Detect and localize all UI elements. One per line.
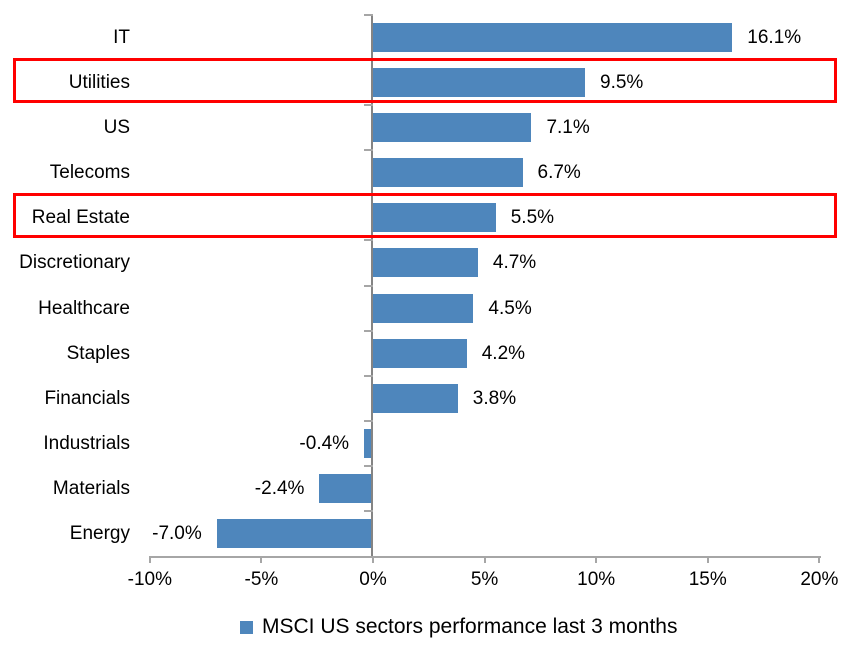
x-tick-mark	[260, 556, 263, 563]
category-tick-mark	[364, 509, 373, 512]
bar	[373, 338, 467, 368]
bar	[373, 293, 474, 323]
category-tick-mark	[364, 374, 373, 377]
x-tick-label: -10%	[127, 569, 172, 590]
bar	[373, 203, 496, 233]
category-tick-mark	[364, 464, 373, 467]
category-label: Utilities	[68, 72, 130, 94]
value-label: 4.2%	[481, 342, 526, 364]
category-label: Staples	[66, 342, 130, 364]
x-tick-mark	[483, 556, 486, 563]
category-label: Industrials	[43, 432, 130, 454]
category-label: Financials	[44, 387, 130, 409]
highlight-box-real-estate	[13, 193, 837, 239]
legend: MSCI US sectors performance last 3 month…	[240, 615, 677, 639]
category-label: Telecoms	[49, 162, 130, 184]
x-tick-mark	[372, 556, 374, 563]
category-tick-mark	[364, 239, 373, 242]
value-label: -0.4%	[299, 432, 350, 454]
highlight-box-utilities	[13, 58, 837, 104]
value-label: 6.7%	[537, 162, 581, 184]
value-label: 9.5%	[600, 72, 644, 94]
bar	[373, 68, 585, 98]
x-tick-mark	[148, 556, 151, 563]
value-label: 4.5%	[488, 297, 532, 319]
category-label: IT	[113, 27, 130, 48]
x-tick-mark	[595, 556, 598, 563]
category-label: Materials	[52, 477, 130, 499]
value-label: 5.5%	[510, 207, 555, 229]
bar	[319, 473, 373, 503]
category-tick-mark	[364, 329, 373, 332]
category-label: Healthcare	[38, 297, 130, 319]
bar	[364, 428, 373, 458]
category-label: US	[103, 117, 130, 139]
x-tick-label: 15%	[688, 569, 727, 590]
category-tick-mark	[364, 419, 373, 422]
category-tick-mark	[364, 149, 373, 152]
category-tick-mark	[364, 104, 373, 107]
bar	[373, 248, 478, 278]
category-label: Energy	[69, 522, 130, 544]
bar	[373, 113, 532, 143]
x-tick-label: -5%	[244, 569, 279, 590]
value-label: 16.1%	[747, 27, 802, 48]
category-label: Real Estate	[31, 207, 130, 229]
category-tick-mark	[364, 14, 373, 16]
x-tick-mark	[818, 556, 821, 563]
legend-label: MSCI US sectors performance last 3 month…	[262, 615, 678, 638]
bar	[373, 23, 733, 53]
value-label: 4.7%	[492, 252, 537, 274]
x-tick-label: 5%	[470, 569, 499, 590]
x-tick-mark	[706, 556, 709, 563]
value-label: -7.0%	[152, 522, 202, 544]
x-tick-label: 10%	[577, 569, 616, 590]
legend-marker-icon	[240, 620, 253, 634]
category-tick-mark	[364, 284, 373, 287]
bar	[216, 518, 373, 548]
x-tick-label: 20%	[800, 569, 839, 590]
x-tick-label: 0%	[359, 569, 387, 590]
value-label: -2.4%	[254, 477, 305, 499]
value-label: 3.8%	[472, 387, 517, 409]
bar	[373, 383, 458, 413]
value-label: 7.1%	[546, 117, 590, 139]
category-label: Discretionary	[19, 252, 130, 274]
bar	[373, 158, 523, 188]
